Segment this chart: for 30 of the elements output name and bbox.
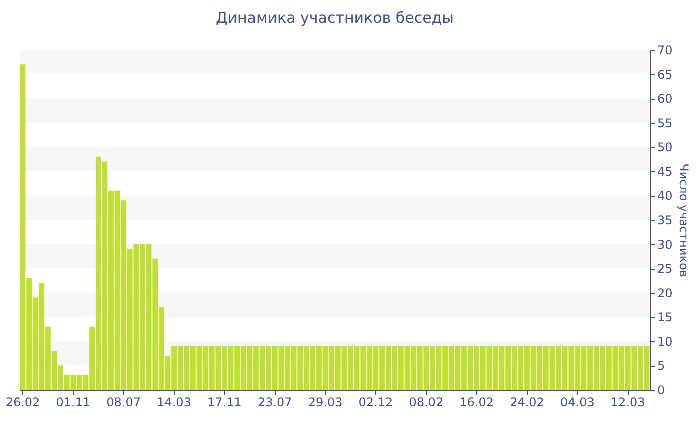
y-tick-label: 30 <box>658 238 673 252</box>
y-tick-label: 10 <box>658 334 673 349</box>
x-tick-label: 02.12 <box>358 396 394 410</box>
y-tick-label: 55 <box>658 116 673 130</box>
x-tick-label: 04.03 <box>560 396 595 410</box>
y-tick-label: 65 <box>658 68 673 82</box>
y-tick-label: 40 <box>658 189 673 204</box>
y-tick-label: 15 <box>658 310 673 325</box>
y-tick-label: 50 <box>658 140 673 155</box>
x-tick-label: 08.07 <box>106 396 142 410</box>
y-tick-label: 35 <box>658 214 673 228</box>
chart-title: Динамика участников беседы <box>216 9 454 27</box>
y-tick-label: 20 <box>658 286 673 300</box>
x-tick-label: 23.07 <box>258 396 292 410</box>
x-tick-label: 01.11 <box>56 396 91 410</box>
y-axis-title: Число участников <box>676 164 691 278</box>
x-tick-label: 29.03 <box>308 396 343 410</box>
y-tick-label: 60 <box>658 92 673 106</box>
x-tick-label: 08.02 <box>409 396 444 410</box>
y-tick-label: 0 <box>658 384 666 398</box>
y-tick-label: 70 <box>658 44 673 58</box>
y-tick-label: 5 <box>658 359 666 374</box>
y-tick-label: 45 <box>658 164 673 179</box>
x-tick-label: 16.02 <box>460 396 494 410</box>
x-tick-label: 24.02 <box>510 396 544 410</box>
x-tick-label: 14.03 <box>157 396 192 410</box>
x-tick-label: 12.03 <box>610 396 646 410</box>
y-tick-label: 25 <box>658 262 673 276</box>
x-tick-label: 17.11 <box>208 396 242 410</box>
x-tick-label: 26.02 <box>6 396 40 410</box>
